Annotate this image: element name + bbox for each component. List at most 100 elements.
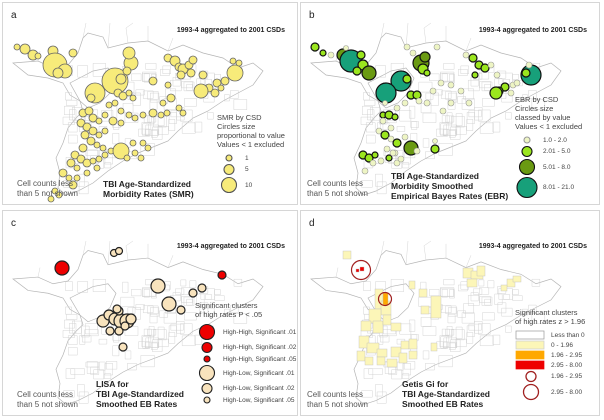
smr-circle	[89, 157, 97, 165]
ebr-circle	[480, 63, 490, 73]
smr-circle	[101, 151, 109, 159]
map-subtitle: 1993-4 aggregated to 2001 CSDs	[478, 27, 587, 34]
ebr-circle	[379, 117, 387, 125]
map-title-line: Smoothed EB Rates	[96, 399, 178, 409]
smr-circle	[175, 104, 183, 112]
map-legend: Significant clusters of high rates z > 1.…	[515, 308, 585, 401]
cell-count-note: Cell counts less than 5 not shown	[17, 390, 97, 410]
map-title-line: LISA for	[96, 379, 129, 389]
legend-title-line: Values < 1 excluded	[217, 140, 285, 149]
smr-circle	[163, 109, 171, 117]
legend-title-line: classed by value	[515, 113, 571, 122]
legend-circle-symbol	[198, 323, 216, 341]
legend-circle-symbol	[523, 136, 531, 144]
smr-circle	[80, 130, 90, 140]
cell-count-note: Cell counts less than 5 not shown	[307, 390, 387, 410]
map-title-line: Getis Gi for	[402, 379, 449, 389]
legend-item: 8.01 - 21.0	[515, 176, 582, 199]
ebr-circle	[364, 153, 374, 163]
legend-circle-symbol	[518, 158, 536, 176]
legend-title-line: SMR by CSD	[217, 113, 262, 122]
legend-item: Less than 0	[515, 330, 585, 340]
legend-circle-symbol	[203, 355, 211, 363]
map-title-line: Smoothed EB Rates	[402, 399, 484, 409]
map-title: Getis Gi for TBI Age-Standardized Smooth…	[402, 379, 490, 409]
map-subtitle: 1993-4 aggregated to 2001 CSDs	[176, 27, 285, 34]
ebr-circle	[471, 71, 479, 79]
smr-circle	[166, 93, 176, 103]
panel-c-lisa-map: c 1993-4 aggregated to 2001 CSDs LISA fo…	[2, 210, 298, 416]
smr-circle	[73, 174, 81, 182]
ebr-circle	[447, 99, 455, 107]
map-canvas	[310, 240, 562, 405]
legend-circle-symbol	[223, 163, 235, 176]
smr-circle	[131, 149, 139, 157]
legend-item-label: 1	[245, 154, 249, 162]
moderate-hotspot-area	[382, 292, 389, 306]
note-line: Cell counts less	[307, 179, 364, 188]
ebr-circle	[393, 104, 401, 112]
ebr-circle	[402, 74, 412, 84]
legend-item-label: 5.01 - 8.0	[543, 163, 571, 171]
map-legend: SMR by CSD Circles size proportional to va…	[217, 113, 285, 194]
lisa-cluster-circle	[161, 296, 177, 312]
smr-circle	[84, 106, 94, 116]
map-title: TBI Age-Standardized Morbidity Smoothed …	[391, 171, 508, 201]
legend-title-line: Significant clusters	[515, 308, 578, 317]
lisa-cluster-circle	[114, 326, 124, 336]
note-line: than 5 not shown	[307, 189, 368, 198]
smr-circle	[212, 78, 222, 88]
smr-circle	[123, 154, 131, 162]
smr-circle	[193, 83, 209, 99]
legend-item: 2.95 - 8.00	[515, 360, 585, 370]
legend-circle-symbol	[525, 370, 537, 383]
smr-circle	[73, 164, 81, 172]
legend-circle-symbol	[522, 383, 540, 401]
low-positive-area	[408, 338, 418, 350]
smr-circle	[47, 195, 55, 203]
legend-title-line: Circles size	[515, 104, 554, 113]
legend-circle-symbol	[225, 154, 233, 162]
smr-circle	[139, 139, 147, 147]
ebr-circle	[403, 43, 411, 51]
legend-item-label: High-High, Significant .01	[223, 328, 297, 336]
legend-item-label: High-High, Significant .05	[223, 355, 297, 363]
legend-swatch	[515, 340, 545, 350]
legend-title-line: Circles size	[217, 122, 256, 131]
low-positive-area	[360, 320, 372, 332]
legend-item: 1.96 - 2.95	[515, 350, 585, 360]
low-positive-area	[390, 322, 402, 332]
ebr-circle	[392, 138, 402, 148]
smr-circle	[210, 88, 220, 98]
smr-circle	[188, 55, 198, 65]
legend-item-label: 8.01 - 21.0	[543, 184, 575, 191]
low-positive-area	[506, 278, 516, 288]
legend-circle-symbol	[220, 176, 238, 194]
lisa-cluster-circle	[118, 342, 128, 352]
ebr-circle	[387, 124, 395, 132]
map-canvas	[12, 240, 264, 405]
legend-swatch	[515, 350, 545, 360]
panel-label: a	[11, 10, 17, 21]
ebr-circle	[521, 68, 531, 78]
ebr-circle	[393, 159, 401, 167]
legend-item-label: Less than 0	[551, 331, 585, 339]
map-title-line: TBI Age-Standardized	[96, 389, 184, 399]
map-legend: EBR by CSD Circles size classed by value Va…	[515, 95, 582, 199]
ebr-circle	[369, 159, 377, 167]
low-positive-area	[512, 275, 522, 283]
legend-title-line: of high rates P < .05	[195, 310, 263, 319]
smr-circle	[148, 108, 158, 118]
cell-count-note: Cell counts less than 5 not shown	[17, 179, 97, 199]
smr-circle	[229, 57, 237, 65]
smr-circle	[86, 93, 96, 103]
lisa-cluster-circle	[150, 278, 166, 294]
high-hotspot-area	[355, 268, 360, 273]
high-hotspot-area	[359, 266, 365, 272]
smr-circle	[83, 169, 91, 177]
legend-item: 5.01 - 8.0	[515, 158, 582, 176]
panel-label: d	[309, 218, 315, 229]
smr-circle	[76, 154, 86, 164]
map-subtitle: 1993-4 aggregated to 2001 CSDs	[478, 243, 587, 250]
ebr-circle	[387, 135, 395, 143]
